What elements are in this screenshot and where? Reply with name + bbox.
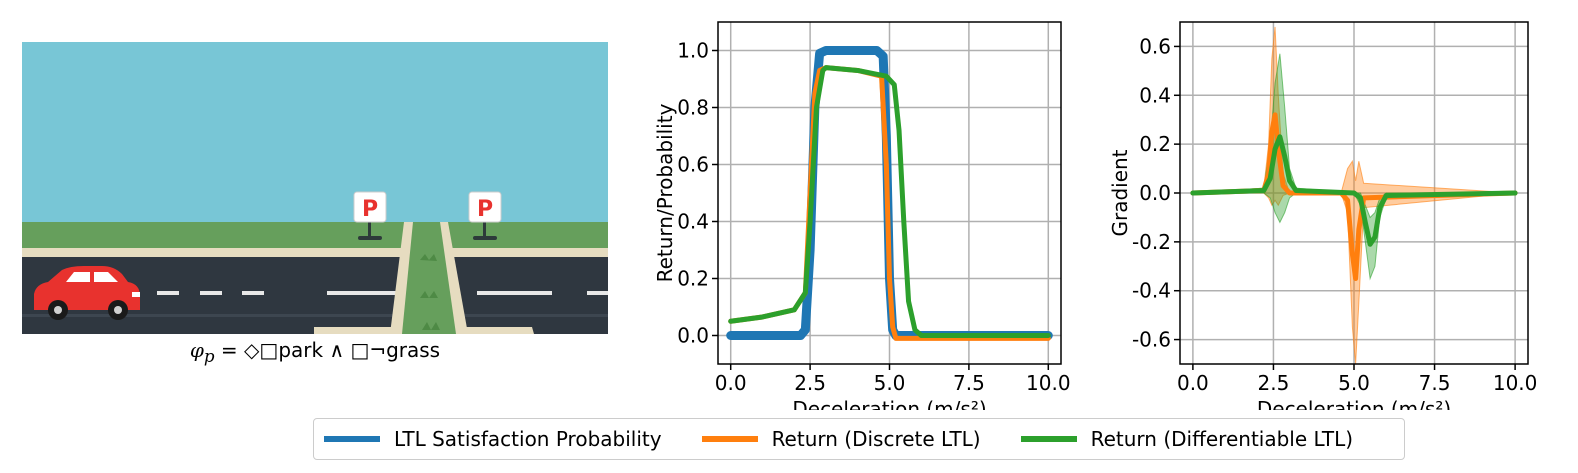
x-tick-label: 0.0	[1177, 371, 1209, 395]
return-probability-chart: 0.0 2.5 5.0 7.5 10.0 0.0 0.2 0.4 0.6 0.8 1.0 Decele…	[653, 21, 1071, 410]
y-tick-label: -0.6	[1132, 328, 1171, 352]
y-axis-label: Gradient	[1108, 149, 1132, 236]
caption-subscript: p	[203, 347, 215, 366]
plot-area	[1190, 26, 1518, 364]
caption-formula: = ◇□park ∧ □¬grass	[214, 338, 441, 362]
legend-swatch-blue	[324, 436, 380, 442]
caption-phi: φ	[189, 338, 204, 362]
legend-item-discrete: Return (Discrete LTL)	[701, 427, 981, 451]
sky	[22, 42, 608, 222]
y-tick-label: 0.6	[677, 153, 709, 177]
legend-label: LTL Satisfaction Probability	[394, 427, 662, 451]
parking-scene-illustration: P P	[22, 42, 608, 334]
plot-frame	[717, 21, 1062, 365]
y-tick-label: -0.2	[1132, 230, 1171, 254]
x-tick-label: 5.0	[874, 371, 906, 395]
grass-strip	[22, 222, 608, 248]
lane-markings	[157, 291, 608, 295]
y-axis-label: Return/Probability	[653, 103, 677, 282]
legend: LTL Satisfaction Probability Return (Dis…	[313, 418, 1405, 460]
y-tick-label: 0.4	[677, 210, 709, 234]
x-tick-label: 2.5	[1258, 371, 1290, 395]
legend-swatch-orange	[701, 436, 758, 442]
legend-item-ltl-probability: LTL Satisfaction Probability	[324, 427, 662, 451]
parking-sign-left: P	[353, 191, 387, 240]
formula-caption: φp = ◇□park ∧ □¬grass	[22, 338, 608, 366]
y-tick-label: 0.2	[677, 267, 709, 291]
x-tick-label: 10.0	[1026, 371, 1071, 395]
y-tick-label: 0.0	[677, 324, 709, 348]
y-tick-label: 0.0	[1139, 181, 1171, 205]
x-tick-label: 5.0	[1338, 371, 1370, 395]
series-line	[1190, 112, 1518, 281]
parking-sign-left-label: P	[362, 197, 378, 222]
x-axis-label: Deceleration (m/s²)	[792, 397, 986, 410]
series-line	[728, 65, 1051, 338]
y-tick-label: -0.4	[1132, 279, 1171, 303]
grass-tufts	[420, 254, 440, 330]
sidewalk	[22, 248, 608, 257]
x-tick-label: 10.0	[1493, 371, 1538, 395]
red-car	[34, 266, 140, 320]
x-tick-label: 0.0	[715, 371, 747, 395]
x-axis-label: Deceleration (m/s²)	[1257, 397, 1451, 410]
gradient-chart: 0.0 2.5 5.0 7.5 10.0 -0.6 -0.4 -0.2 0.0 0.2 0.4 0.6…	[1108, 21, 1538, 410]
y-tick-label: 0.6	[1139, 34, 1171, 58]
legend-swatch-green	[1020, 436, 1077, 442]
x-tick-label: 7.5	[1419, 371, 1451, 395]
grass-median	[402, 222, 456, 334]
parking-sign-right: P	[468, 191, 502, 240]
series-line	[1190, 134, 1518, 247]
y-tick-label: 0.8	[677, 96, 709, 120]
road-edge	[22, 314, 608, 317]
y-tick-label: 0.2	[1139, 132, 1171, 156]
legend-label: Return (Differentiable LTL)	[1090, 427, 1354, 451]
plot-frame	[1179, 21, 1529, 365]
y-tick-label: 1.0	[677, 39, 709, 63]
x-tick-label: 2.5	[794, 371, 826, 395]
parking-sign-right-label: P	[477, 197, 493, 222]
legend-item-differentiable: Return (Differentiable LTL)	[1020, 427, 1354, 451]
y-tick-label: 0.4	[1139, 83, 1171, 107]
plot-area	[726, 46, 1053, 341]
parking-lot	[314, 327, 408, 334]
legend-label: Return (Discrete LTL)	[771, 427, 981, 451]
parking-lot-right	[462, 327, 534, 334]
x-tick-label: 7.5	[953, 371, 985, 395]
